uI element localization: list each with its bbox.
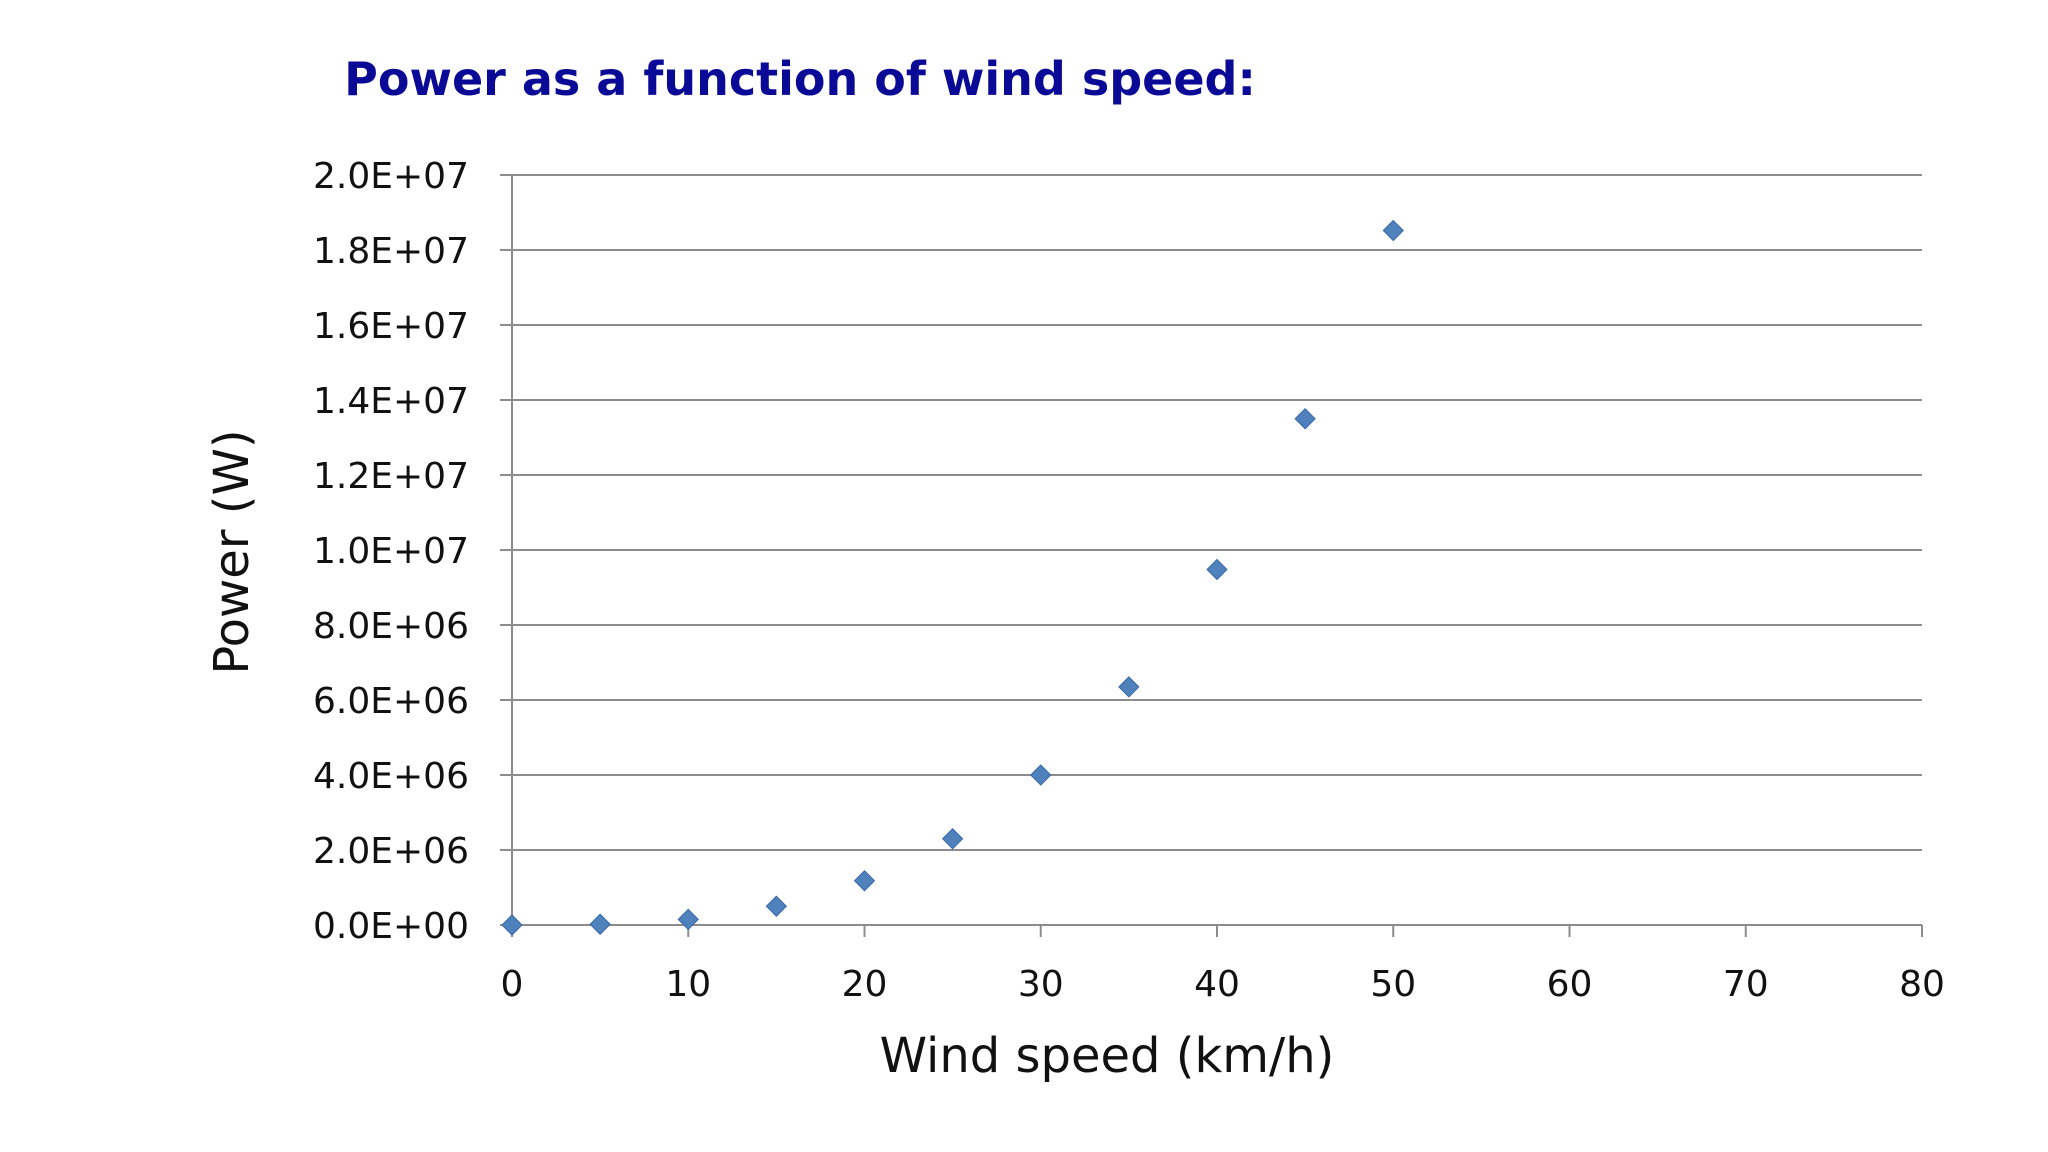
data-points (501, 219, 1404, 936)
x-tick-label: 20 (842, 964, 888, 1005)
y-tick-label: 1.4E+07 (313, 381, 469, 422)
data-point (1294, 408, 1316, 430)
x-tick-label: 30 (1018, 964, 1064, 1005)
y-tick-label: 2.0E+06 (313, 831, 469, 872)
y-tick-label: 1.6E+07 (313, 306, 469, 347)
y-tick-label: 1.8E+07 (313, 231, 469, 272)
data-point (501, 914, 523, 936)
y-tick-label: 8.0E+06 (313, 606, 469, 647)
data-point (589, 913, 611, 935)
x-axis-title: Wind speed (km/h) (880, 1028, 1335, 1084)
y-tick-label: 4.0E+06 (313, 756, 469, 797)
data-point (1382, 219, 1404, 242)
y-tick-label: 2.0E+07 (313, 156, 469, 197)
data-point (1118, 676, 1140, 698)
x-tick-label: 0 (501, 964, 524, 1005)
x-tick-label: 10 (665, 964, 711, 1005)
x-tick-label: 70 (1723, 964, 1769, 1005)
y-tick-label: 0.0E+00 (313, 906, 469, 947)
y-tick-label: 1.2E+07 (313, 456, 469, 497)
y-axis-title: Power (W) (204, 429, 260, 674)
axes (500, 174, 1923, 937)
data-point (765, 895, 788, 917)
y-tick-label: 1.0E+07 (313, 531, 469, 572)
y-tick-label: 6.0E+06 (313, 681, 469, 722)
chart-title: Power as a function of wind speed: (344, 52, 1256, 106)
tick-labels: 0.0E+00 2.0E+06 4.0E+06 6.0E+06 8.0E+06 1.0E+… (313, 156, 1945, 1005)
data-point (677, 908, 699, 931)
x-tick-label: 60 (1547, 964, 1593, 1005)
gridlines (512, 174, 1922, 851)
x-tick-label: 40 (1194, 964, 1240, 1005)
data-point (853, 870, 876, 892)
x-tick-label: 50 (1370, 964, 1416, 1005)
data-point (1030, 764, 1052, 786)
data-point (941, 828, 964, 850)
x-tick-label: 80 (1899, 964, 1945, 1005)
data-point (1206, 558, 1228, 581)
